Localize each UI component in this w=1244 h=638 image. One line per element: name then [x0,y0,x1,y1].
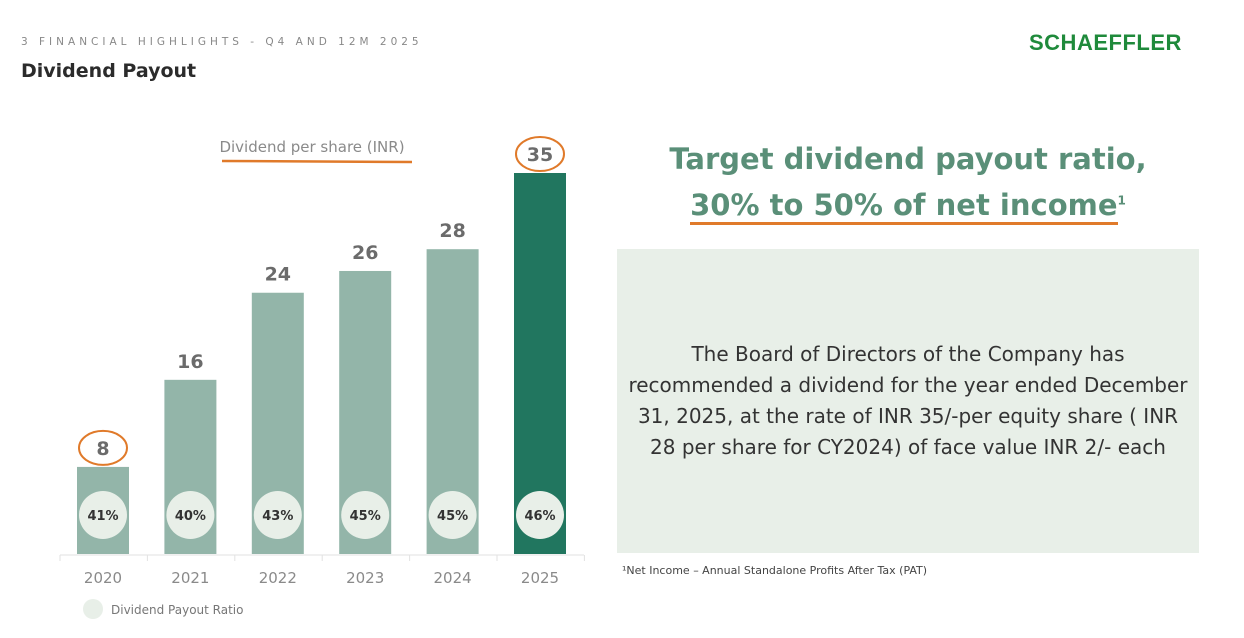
highlight-circle [515,136,565,172]
dividend-statement-box: The Board of Directors of the Company ha… [617,249,1199,553]
x-tick-label: 2023 [346,569,384,587]
payout-label: 45% [437,509,468,524]
value-label: 26 [352,242,378,264]
value-label: 8 [96,438,109,460]
highlight-circle [78,429,128,466]
page-title: Dividend Payout [21,60,197,82]
payout-circle [79,491,127,539]
payout-circle [516,491,564,539]
title-underline [221,159,413,164]
payout-label: 43% [262,509,293,524]
dividend-chart: Dividend per share (INR) 8 41% 2020 16 40% 202… [59,136,585,619]
payout-circle [428,491,477,539]
dividend-statement: The Board of Directors of the Company ha… [628,342,1188,459]
payout-label: 41% [87,509,118,524]
target-line-1: Target dividend payout ratio, [669,142,1147,176]
value-label: 28 [439,220,465,242]
x-tick-label: 2025 [521,569,559,587]
x-tick-label: 2024 [434,569,472,587]
x-tick-label: 2021 [171,569,209,587]
value-label: 35 [527,144,553,166]
chart-title: Dividend per share (INR) [219,138,404,156]
schaeffler-logo: SCHAEFFLER [1029,30,1182,55]
target-highlight: 30% to 50% of net income [690,188,1118,225]
target-line-2: 30% to 50% of net income1 [620,188,1196,225]
value-label: 24 [265,264,291,286]
payout-label: 45% [350,509,381,524]
legend-swatch [83,599,103,619]
x-tick-label: 2020 [84,569,122,587]
payout-circle [341,491,390,539]
payout-label: 46% [524,509,555,524]
x-tick-label: 2022 [259,569,297,587]
footnote-marker: 1 [1117,193,1126,208]
footnote: ¹Net Income – Annual Standalone Profits … [622,564,928,577]
value-label: 16 [177,351,203,373]
payout-circle [253,491,302,539]
payout-label: 40% [175,509,206,524]
payout-circle [166,491,215,539]
bar-2025 [514,173,566,554]
section-kicker: 3 FINANCIAL HIGHLIGHTS - Q4 AND 12M 2025 [21,36,423,48]
legend-label: Dividend Payout Ratio [111,603,243,617]
